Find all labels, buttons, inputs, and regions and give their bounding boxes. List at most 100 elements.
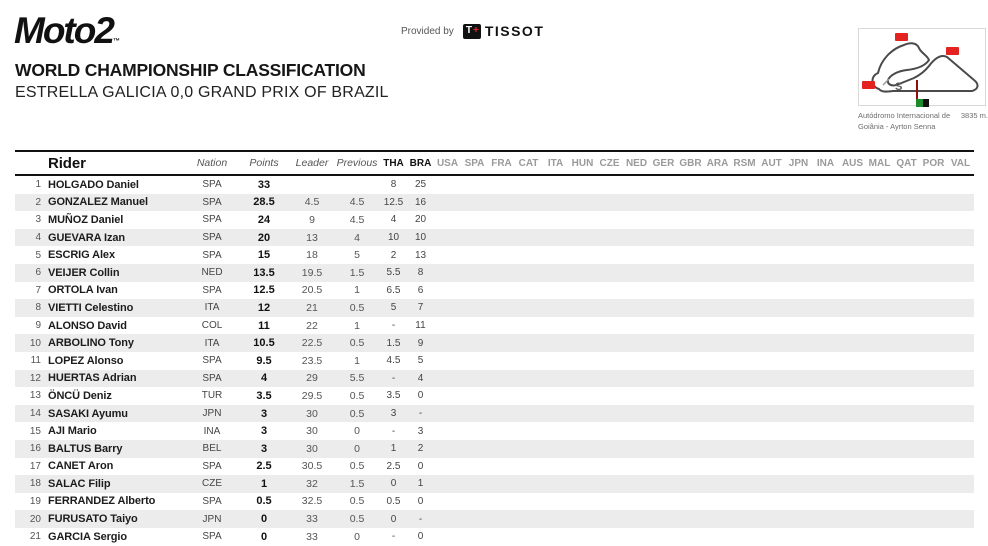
gap-leader: 30 [306, 407, 318, 420]
tissot-wordmark: TISSOT [484, 23, 545, 39]
nation: BEL [202, 443, 222, 455]
race-result-tha: 1 [390, 443, 397, 455]
gap-previous: 0 [354, 530, 360, 543]
event-subtitle: ESTRELLA GALICIA 0,0 GRAND PRIX OF BRAZI… [15, 84, 389, 101]
points: 3 [260, 442, 268, 455]
table-row: 9 ALONSO David COL 11 22 1 - 11 [15, 317, 974, 335]
nation: SPA [202, 531, 222, 543]
race-column-spa: SPA [464, 157, 485, 169]
nation: ITA [204, 337, 220, 349]
points: 3 [260, 407, 268, 420]
race-result-tha: 3 [390, 408, 397, 420]
gap-previous: 0.5 [349, 513, 365, 526]
race-result-bra: 6 [417, 284, 424, 296]
nation: SPA [202, 249, 222, 261]
race-result-bra: 2 [417, 443, 424, 455]
rank: 6 [35, 267, 41, 279]
race-column-jpn: JPN [788, 157, 809, 169]
points: 0.5 [256, 495, 272, 508]
gap-leader: 30 [306, 425, 318, 438]
track-caption: Autódromo Internacional de 3835 m. Goiân… [858, 110, 988, 132]
race-column-cze: CZE [599, 157, 620, 169]
rank: 21 [29, 531, 41, 543]
gap-previous: 0.5 [349, 301, 365, 314]
nation: SPA [202, 232, 222, 244]
rank: 11 [30, 355, 41, 367]
table-row: 19 FERRANDEZ Alberto SPA 0.5 32.5 0.5 0.5 0 [15, 493, 974, 511]
gap-leader: 13 [306, 231, 318, 244]
race-column-rsm: RSM [733, 157, 756, 169]
table-row: 1 HOLGADO Daniel SPA 33 8 25 [15, 176, 974, 194]
tissot-icon-plus: + [472, 24, 479, 36]
rider-name: ESCRIG Alex [48, 249, 115, 262]
race-column-hun: HUN [571, 157, 594, 169]
table-row: 18 SALAC Filip CZE 1 32 1.5 0 1 [15, 475, 974, 493]
gap-previous: 1 [354, 284, 360, 297]
race-result-bra: 1 [417, 478, 424, 490]
table-row: 8 VIETTI Celestino ITA 12 21 0.5 5 7 [15, 299, 974, 317]
race-result-tha: 5.5 [386, 267, 401, 279]
race-result-bra: 25 [414, 179, 427, 191]
table-row: 4 GUEVARA Izan SPA 20 13 4 10 10 [15, 228, 974, 247]
table-body: 1 HOLGADO Daniel SPA 33 8 25 2 GONZALEZ Manuel S… [15, 176, 974, 545]
nation: TUR [201, 390, 223, 402]
points: 0 [260, 530, 268, 543]
nation: SPA [202, 355, 222, 367]
table-row: 15 AJI Mario INA 3 30 0 - 3 [15, 422, 974, 440]
track-location: Goiânia - Ayrton Senna [858, 122, 936, 131]
race-column-cat: CAT [518, 157, 539, 169]
nation: SPA [202, 495, 222, 507]
gap-previous: 0 [354, 442, 360, 455]
moto2-logo: Moto2™ [14, 10, 120, 52]
header-points: Points [249, 157, 279, 169]
gap-leader: 20.5 [301, 284, 323, 297]
gap-leader: 9 [309, 213, 315, 226]
gap-previous: 0 [354, 425, 360, 438]
rank: 14 [29, 408, 41, 420]
rider-name: ALONSO David [48, 319, 127, 332]
race-column-tha: THA [383, 157, 404, 169]
speed-trap-marker-left [862, 81, 875, 89]
header-nation: Nation [196, 157, 228, 169]
points: 3.5 [256, 389, 272, 402]
rank: 20 [29, 513, 41, 525]
gap-previous: 5 [354, 249, 360, 262]
race-result-tha: 3.5 [386, 390, 401, 402]
finish-flag-icon [916, 80, 929, 107]
provided-by-label: Provided by [401, 25, 454, 37]
moto2-logo-text: Moto2 [14, 10, 115, 51]
table-row: 3 MUÑOZ Daniel SPA 24 9 4.5 4 20 [15, 211, 974, 229]
rider-name: HUERTAS Adrian [48, 372, 137, 385]
table-row: 16 BALTUS Barry BEL 3 30 0 1 2 [15, 439, 974, 458]
gap-leader: 33 [306, 530, 318, 543]
rank: 15 [29, 425, 41, 437]
rank: 10 [29, 337, 41, 349]
race-result-bra: 4 [417, 372, 424, 384]
rider-name: MUÑOZ Daniel [48, 213, 124, 226]
gap-leader: 30.5 [301, 460, 323, 473]
gap-leader: 21 [306, 301, 318, 314]
points: 20 [257, 231, 271, 244]
nation: SPA [202, 214, 222, 226]
gap-previous: 1.5 [349, 266, 365, 279]
race-result-tha: - [391, 425, 396, 437]
race-result-bra: 8 [417, 267, 424, 279]
rider-name: ARBOLINO Tony [48, 337, 134, 350]
gap-leader: 33 [306, 513, 318, 526]
race-column-ara: ARA [706, 157, 729, 169]
table-row: 2 GONZALEZ Manuel SPA 28.5 4.5 4.5 12.5 16 [15, 193, 974, 212]
nation: ITA [204, 302, 220, 314]
rank: 17 [29, 460, 41, 472]
race-result-tha: 8 [390, 179, 397, 191]
race-column-por: POR [922, 157, 945, 169]
gap-previous: 4.5 [349, 196, 365, 209]
rank: 4 [35, 232, 41, 244]
race-result-bra: 20 [414, 214, 427, 226]
points: 11 [258, 319, 270, 332]
nation: JPN [202, 408, 222, 420]
points: 10.5 [253, 337, 275, 350]
race-result-bra: 5 [417, 355, 424, 367]
points: 28.5 [253, 196, 275, 209]
gap-leader: 22 [306, 319, 318, 332]
